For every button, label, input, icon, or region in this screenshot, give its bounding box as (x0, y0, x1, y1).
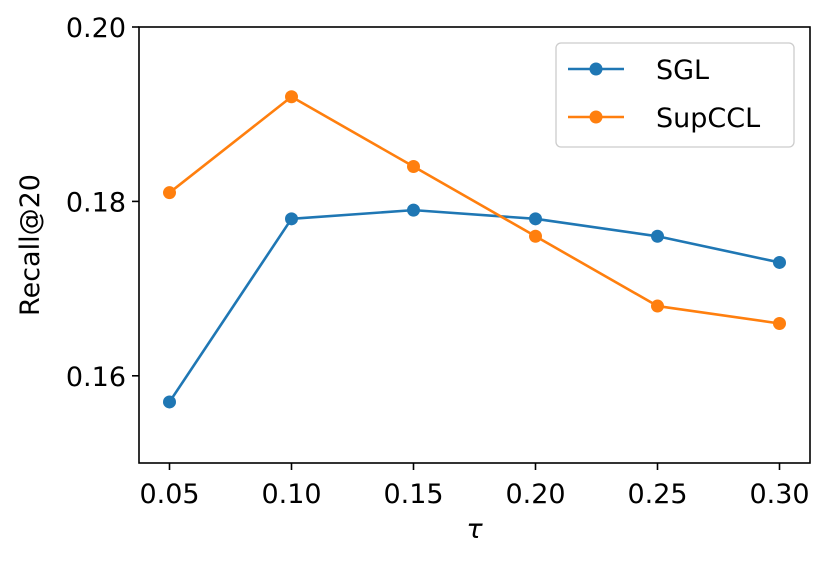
supccl-data-point (163, 186, 176, 200)
sgl-data-point (407, 203, 420, 217)
y-tick-label: 0.18 (66, 187, 126, 218)
plot-frame (138, 26, 811, 464)
supccl-data-point (407, 160, 420, 174)
x-tick-label: 0.05 (139, 479, 199, 510)
y-tick-label: 0.16 (66, 362, 126, 393)
y-axis: 0.16 0.18 0.20 (66, 13, 139, 393)
sgl-data-point (651, 229, 664, 243)
sgl-legend-label: SGL (656, 55, 709, 86)
supccl-data-point (529, 229, 542, 243)
x-tick-label: 0.25 (627, 479, 687, 510)
sgl-legend-marker (589, 62, 603, 76)
sgl-series-line (168, 208, 780, 403)
supccl-series-line (168, 95, 780, 325)
x-tick-label: 0.15 (383, 479, 443, 510)
x-tick-label: 0.10 (261, 479, 321, 510)
supccl-data-point (285, 90, 298, 104)
supccl-legend-label: SupCCL (656, 103, 760, 134)
series-layer (163, 90, 786, 409)
y-axis-label: Recall@20 (15, 174, 46, 316)
supccl-data-point (651, 299, 664, 313)
x-tick-label: 0.20 (505, 479, 565, 510)
sgl-data-point (163, 395, 176, 409)
supccl-data-point (773, 316, 786, 330)
x-axis: 0.05 0.10 0.15 0.20 0.25 0.30 (139, 463, 810, 510)
supccl-legend-marker (589, 110, 603, 124)
y-tick-label: 0.20 (66, 13, 126, 44)
sgl-data-point (773, 255, 786, 269)
x-axis-label: τ (466, 514, 483, 545)
sgl-data-point (285, 212, 298, 226)
x-tick-label: 0.30 (749, 479, 809, 510)
sgl-data-point (529, 212, 542, 226)
legend: SGL SupCCL (555, 42, 795, 148)
